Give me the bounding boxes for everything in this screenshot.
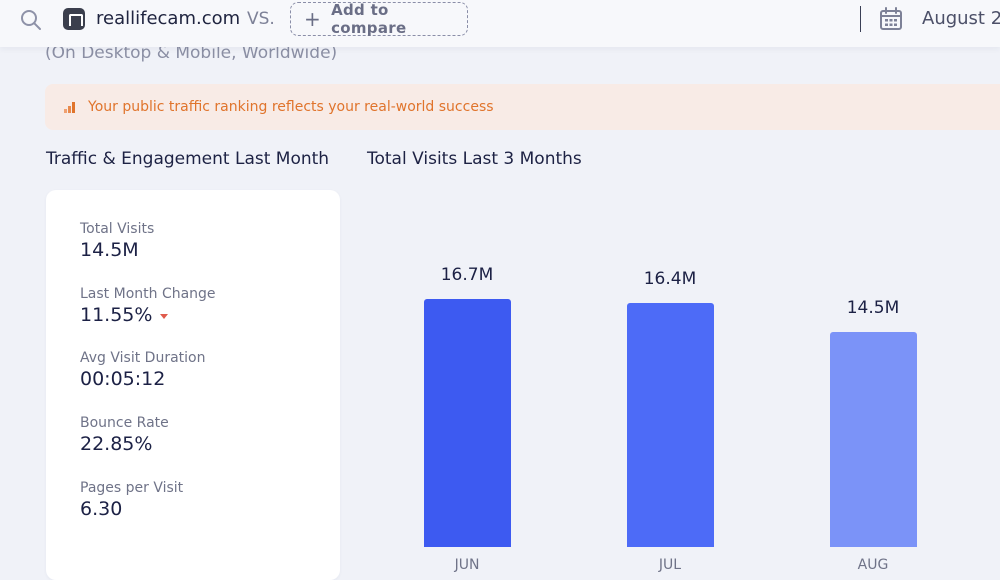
bar-value-label: 16.7M [440, 265, 494, 285]
metric-label: Pages per Visit [80, 480, 184, 496]
x-axis-tick-label: JUN [454, 557, 480, 573]
metric-label: Avg Visit Duration [80, 350, 206, 366]
metric-value: 22.85% [80, 433, 153, 455]
calendar-icon[interactable] [879, 7, 903, 31]
metric-label: Last Month Change [80, 286, 216, 302]
header-divider [860, 6, 861, 32]
bar-jun[interactable] [423, 299, 511, 547]
add-to-compare-label: Add to compare [331, 1, 407, 37]
metric-bounce-rate: Bounce Rate 22.85% [80, 415, 169, 455]
metric-label: Bounce Rate [80, 415, 169, 431]
search-icon[interactable] [19, 8, 43, 32]
metric-value: 14.5M [80, 239, 139, 261]
engagement-stats-card: Total Visits 14.5M Last Month Change 11.… [46, 190, 340, 580]
date-range-selector[interactable]: August 20 [922, 8, 1000, 29]
metric-value: 6.30 [80, 498, 123, 520]
trend-down-icon [160, 313, 169, 319]
bar-jul[interactable] [626, 303, 714, 547]
x-axis-tick-label: JUL [658, 557, 682, 573]
metric-avg-visit-duration: Avg Visit Duration 00:05:12 [80, 350, 205, 390]
metric-value: 11.55% [80, 304, 153, 326]
banner-text: Your public traffic ranking reflects you… [88, 99, 494, 115]
bar-value-label: 16.4M [643, 269, 697, 289]
metric-value: 00:05:12 [80, 368, 166, 390]
scope-subtitle: (On Desktop & Mobile, Worldwide) [45, 43, 338, 63]
traffic-engagement-title: Traffic & Engagement Last Month [46, 149, 330, 169]
add-to-compare-button[interactable]: + Add to compare [290, 1, 468, 37]
metric-last-month-change: Last Month Change 11.55% [80, 286, 216, 326]
bar-aug[interactable] [829, 332, 917, 547]
ranking-banner[interactable]: Your public traffic ranking reflects you… [45, 84, 1000, 130]
site-favicon-icon [63, 8, 85, 30]
metric-pages-per-visit: Pages per Visit 6.30 [80, 480, 183, 520]
metric-total-visits: Total Visits 14.5M [80, 221, 154, 261]
x-axis-tick-label: AUG [857, 557, 889, 573]
top-bar: reallifecam.com VS. + Add to compare Aug… [0, 0, 1000, 47]
ranking-chart-icon [64, 102, 75, 113]
total-visits-title: Total Visits Last 3 Months [367, 149, 582, 169]
domain-name[interactable]: reallifecam.com [96, 8, 241, 29]
vs-label: VS. [247, 9, 275, 29]
bar-value-label: 14.5M [846, 298, 900, 318]
total-visits-bar-chart: 16.7M JUN 16.4M JUL 14.5M AUG [360, 180, 1000, 576]
plus-icon: + [304, 7, 322, 31]
metric-label: Total Visits [80, 221, 155, 237]
